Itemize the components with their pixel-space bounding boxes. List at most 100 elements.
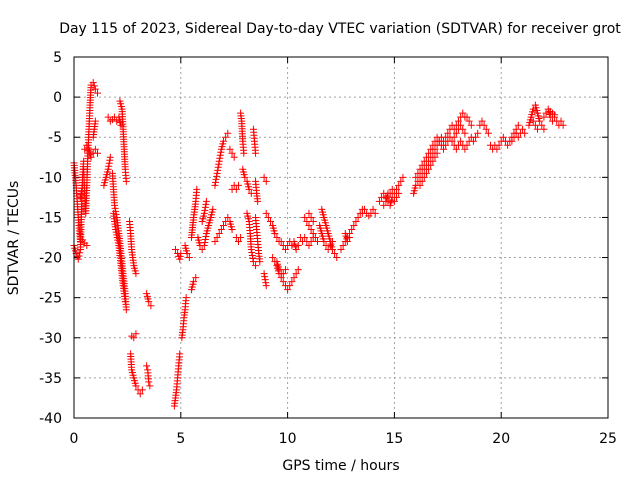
x-tick-label: 25 xyxy=(599,431,617,447)
data-point xyxy=(521,129,529,137)
data-point xyxy=(248,249,256,257)
data-point xyxy=(271,229,279,237)
data-point xyxy=(200,242,208,250)
data-point xyxy=(457,121,465,129)
data-point xyxy=(74,255,82,263)
data-point xyxy=(339,242,347,250)
data-point xyxy=(538,121,546,129)
data-point xyxy=(519,125,527,133)
y-tick-label: -40 xyxy=(39,411,62,427)
data-point xyxy=(390,197,398,205)
data-point xyxy=(348,225,356,233)
data-point xyxy=(435,137,443,145)
y-tick-label: -35 xyxy=(39,371,62,387)
axis-ticks: 0 5 10 15 20 25 5 0 -5 -10 -15 -20 -25 -30 -35 -40 xyxy=(39,50,617,447)
data-point xyxy=(309,229,317,237)
data-point xyxy=(375,197,383,205)
data-point xyxy=(529,117,537,125)
y-tick-label: 0 xyxy=(53,90,62,106)
data-point xyxy=(461,145,469,153)
data-point xyxy=(474,129,482,137)
data-point xyxy=(201,203,209,211)
data-point xyxy=(241,173,249,181)
data-point xyxy=(309,217,317,225)
data-point xyxy=(352,217,360,225)
data-point xyxy=(333,254,341,262)
data-point xyxy=(171,246,179,254)
data-point xyxy=(145,298,153,306)
data-point xyxy=(463,113,471,121)
data-point xyxy=(182,294,190,302)
data-point xyxy=(395,181,403,189)
data-point xyxy=(388,185,396,193)
plot-frame xyxy=(73,56,609,419)
data-point xyxy=(198,246,206,254)
data-point xyxy=(113,117,121,125)
data-point xyxy=(202,200,210,208)
data-point xyxy=(286,282,294,290)
data-point xyxy=(459,109,467,117)
data-point xyxy=(111,201,119,209)
data-point xyxy=(303,217,311,225)
data-point xyxy=(217,148,225,156)
data-point xyxy=(83,141,91,149)
data-point xyxy=(213,234,221,241)
data-point xyxy=(245,185,253,193)
data-point xyxy=(493,145,501,153)
grid xyxy=(74,57,608,418)
data-point xyxy=(534,125,542,133)
data-point xyxy=(305,221,313,229)
data-point xyxy=(269,254,277,262)
data-point xyxy=(281,266,289,274)
data-point xyxy=(328,246,336,254)
data-point xyxy=(307,238,315,246)
data-point xyxy=(354,213,362,221)
y-tick-label: -5 xyxy=(48,130,62,146)
data-point xyxy=(540,113,548,121)
data-point xyxy=(247,246,255,254)
data-point xyxy=(226,145,234,153)
data-point xyxy=(472,133,480,141)
data-point xyxy=(105,159,113,167)
data-point xyxy=(412,173,420,181)
data-point xyxy=(213,169,221,177)
data-point xyxy=(551,111,559,119)
data-point xyxy=(202,232,210,240)
x-tick-label: 0 xyxy=(70,431,79,447)
data-point xyxy=(104,165,112,173)
data-point xyxy=(305,209,313,217)
data-point xyxy=(529,105,537,113)
data-point xyxy=(495,141,503,149)
data-point xyxy=(214,163,222,171)
data-point xyxy=(79,181,87,189)
data-point xyxy=(224,213,232,221)
data-point xyxy=(106,156,114,164)
data-point xyxy=(422,169,430,177)
data-point xyxy=(122,177,130,185)
data-point xyxy=(237,234,245,241)
data-point xyxy=(393,193,401,201)
data-point xyxy=(371,209,379,217)
data-point xyxy=(273,234,281,241)
data-point xyxy=(418,177,426,185)
data-point xyxy=(261,276,269,284)
data-point xyxy=(448,137,456,145)
data-point xyxy=(301,213,309,221)
data-point xyxy=(320,238,328,246)
data-point xyxy=(89,79,97,87)
data-point xyxy=(176,350,184,358)
data-point xyxy=(183,250,191,258)
data-point xyxy=(132,382,140,390)
x-tick-label: 10 xyxy=(279,431,297,447)
data-point xyxy=(307,225,315,233)
data-point xyxy=(104,113,112,121)
data-point xyxy=(397,177,405,185)
data-point xyxy=(220,221,228,229)
data-point xyxy=(469,137,477,145)
data-point xyxy=(536,117,544,125)
y-tick-label: -15 xyxy=(39,210,62,226)
x-tick-label: 20 xyxy=(492,431,510,447)
data-point xyxy=(261,273,269,281)
data-point xyxy=(326,242,334,250)
